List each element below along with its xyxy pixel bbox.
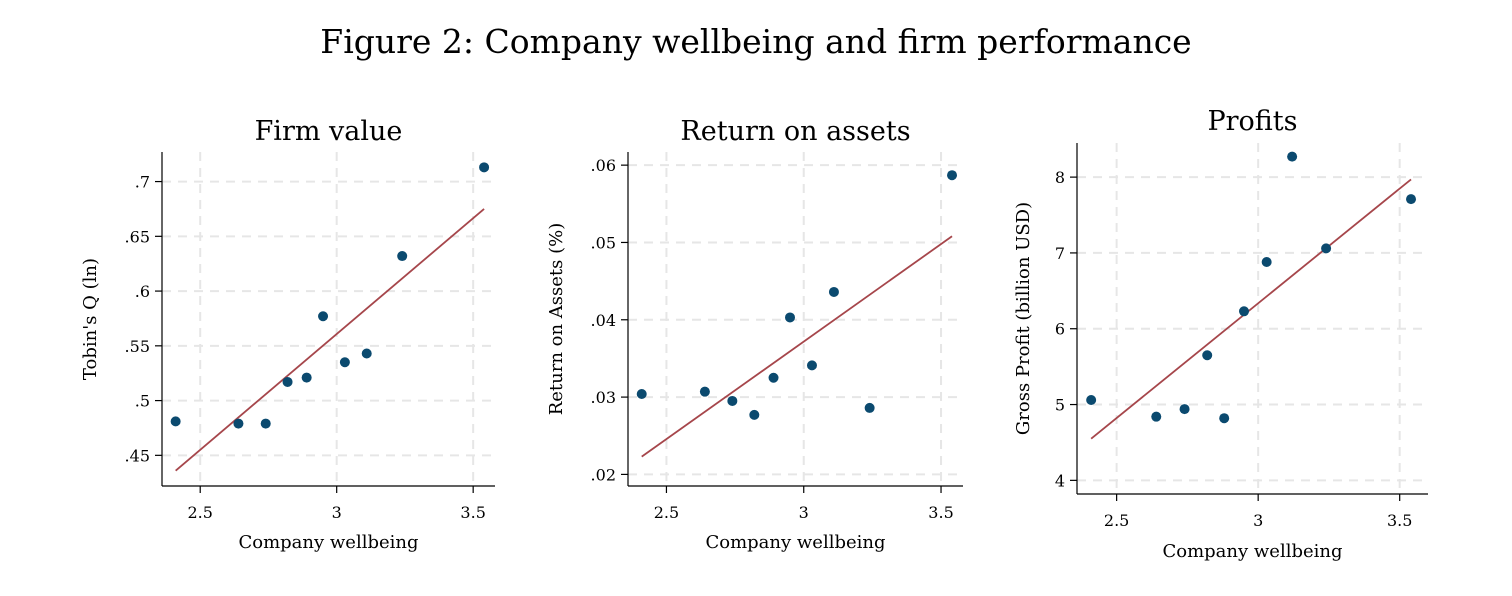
- y-tick-label: 6: [1055, 320, 1065, 339]
- data-point: [1321, 243, 1332, 254]
- data-point: [339, 357, 350, 368]
- x-axis-label: Company wellbeing: [1162, 541, 1342, 562]
- y-axis-label: Return on Assets (%): [546, 223, 567, 416]
- data-point: [1219, 413, 1230, 424]
- data-point: [361, 348, 372, 359]
- data-point: [318, 311, 329, 322]
- y-tick-label: 5: [1055, 396, 1065, 415]
- data-point: [636, 388, 647, 399]
- x-tick-label: 3.5: [1387, 511, 1412, 530]
- data-point: [479, 162, 490, 173]
- fit-line: [1090, 178, 1412, 440]
- data-point: [699, 386, 710, 397]
- x-tick-label: 3: [332, 503, 342, 522]
- x-tick-label: 2.5: [187, 503, 212, 522]
- y-axis-label: Tobin's Q (ln): [80, 258, 101, 380]
- figure-title: Figure 2: Company wellbeing and firm per…: [320, 22, 1192, 61]
- panel-title: Profits: [1207, 106, 1297, 137]
- x-tick-label: 3: [1253, 511, 1263, 530]
- y-axis-label: Gross Profit (billion USD): [1013, 202, 1034, 435]
- data-point: [1179, 404, 1190, 415]
- data-point: [301, 372, 312, 383]
- data-point: [1287, 151, 1298, 162]
- y-tick-label: .5: [135, 392, 150, 411]
- y-tick-label: .05: [591, 233, 616, 252]
- data-point: [727, 395, 738, 406]
- y-tick-label: .45: [125, 446, 150, 465]
- panel-title: Firm value: [255, 116, 403, 147]
- data-point: [1151, 411, 1162, 422]
- data-point: [749, 409, 760, 420]
- data-point: [1261, 257, 1272, 268]
- y-tick-label: .55: [125, 337, 150, 356]
- fit-line: [641, 235, 953, 458]
- y-tick-label: 7: [1055, 244, 1065, 263]
- y-tick-label: 8: [1055, 168, 1065, 187]
- panel-title: Return on assets: [680, 116, 910, 147]
- data-point: [947, 170, 958, 181]
- data-point: [170, 416, 181, 427]
- y-tick-label: .03: [591, 388, 616, 407]
- x-tick-label: 3: [799, 503, 809, 522]
- data-point: [1239, 306, 1250, 317]
- y-tick-label: .06: [591, 156, 616, 175]
- data-point: [768, 372, 779, 383]
- y-tick-label: .02: [591, 465, 616, 484]
- x-tick-label: 2.5: [1104, 511, 1129, 530]
- data-point: [282, 376, 293, 387]
- y-tick-label: .7: [135, 173, 150, 192]
- x-tick-label: 3.5: [928, 503, 953, 522]
- y-tick-label: .04: [591, 311, 616, 330]
- data-point: [785, 312, 796, 323]
- data-point: [1086, 394, 1097, 405]
- fit-line: [175, 208, 485, 472]
- data-point: [1406, 194, 1417, 205]
- x-tick-label: 3.5: [460, 503, 485, 522]
- y-tick-label: .65: [125, 227, 150, 246]
- y-tick-label: 4: [1055, 471, 1065, 490]
- data-point: [260, 418, 271, 429]
- data-point: [233, 418, 244, 429]
- data-point: [1202, 350, 1213, 361]
- y-tick-label: .6: [135, 282, 150, 301]
- data-point: [806, 360, 817, 371]
- x-axis-label: Company wellbeing: [705, 532, 885, 553]
- x-axis-label: Company wellbeing: [238, 532, 418, 553]
- data-point: [864, 402, 875, 413]
- x-tick-label: 2.5: [654, 503, 679, 522]
- data-point: [397, 251, 408, 262]
- data-point: [828, 286, 839, 297]
